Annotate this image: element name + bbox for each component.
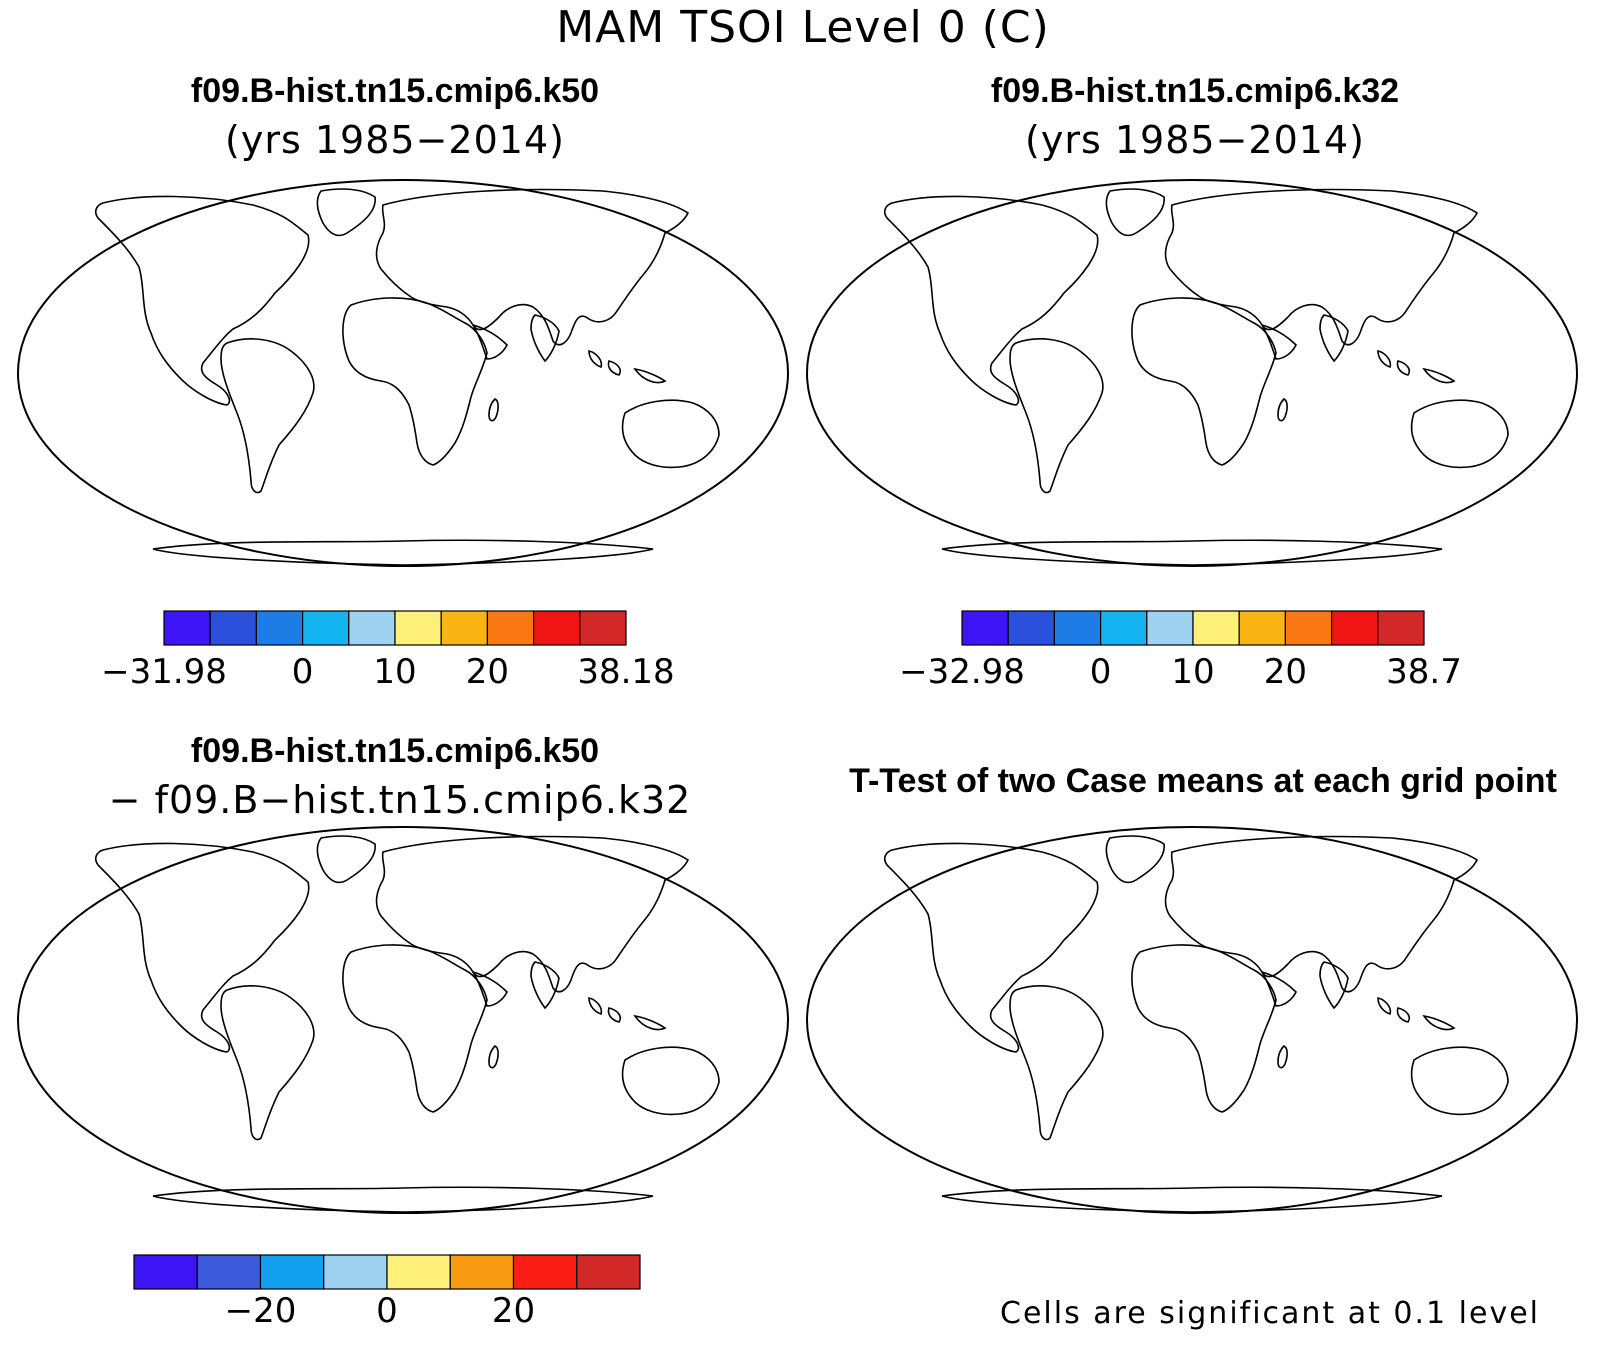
colorbar-swatch-2-1 (196, 1254, 262, 1290)
colorbar-swatch-1-7 (1284, 610, 1333, 646)
map-border-2 (806, 179, 1578, 567)
colorbar-swatch-0-9 (579, 610, 627, 646)
panel-subtitle-difference: − f09.B−hist.tn15.cmip6.k32 (108, 778, 692, 822)
colorbar-swatch-2-4 (386, 1254, 451, 1290)
colorbar-swatch-1-4 (1146, 610, 1194, 646)
colorbar-swatch-2-5 (449, 1254, 515, 1290)
colorbar-swatch-1-2 (1053, 610, 1102, 646)
colorbar-tick-label-0-2: 10 (373, 652, 416, 692)
colorbar-swatch-0-3 (302, 610, 350, 646)
colorbar-swatch-1-3 (1099, 610, 1148, 646)
panel-title-case1: f09.B-hist.tn15.cmip6.k50 (190, 72, 600, 110)
colorbar-swatch-1-8 (1330, 610, 1379, 646)
map-case2 (806, 179, 1578, 567)
panel-subtitle-case2: (yrs 1985−2014) (1025, 118, 1365, 162)
map-ttest (806, 826, 1578, 1214)
colorbar-tick-label-0-0: −31.98 (101, 652, 227, 692)
colorbar-swatch-1-1 (1007, 610, 1056, 646)
panel-title-case2: f09.B-hist.tn15.cmip6.k32 (990, 72, 1400, 110)
colorbar-tick-label-0-1: 0 (292, 652, 314, 692)
colorbar-difference: −20 0 20 (133, 1254, 641, 1331)
map-border-3 (17, 826, 789, 1214)
colorbar-swatch-2-6 (512, 1254, 578, 1290)
colorbar-tick-label-0-3: 20 (466, 652, 509, 692)
significance-note: Cells are significant at 0.1 level (1000, 1296, 1541, 1331)
colorbar-swatch-0-4 (348, 610, 396, 646)
colorbar-swatch-0-5 (394, 610, 442, 646)
map-case1 (17, 179, 789, 567)
colorbar-case2: −32.98 0 10 20 38.7 (899, 610, 1462, 692)
map-frame-3 (18, 827, 788, 1213)
colorbar-case1: −31.98 0 10 20 38.18 (101, 610, 675, 692)
colorbar-tick-label-2-0: −20 (225, 1291, 297, 1331)
panel-title-difference: f09.B-hist.tn15.cmip6.k50 (190, 732, 600, 770)
map-difference (17, 826, 789, 1214)
colorbar-tick-label-1-2: 10 (1171, 652, 1214, 692)
colorbar-swatch-1-5 (1192, 610, 1240, 646)
colorbar-tick-label-2-1: 0 (376, 1291, 398, 1331)
colorbar-tick-label-2-2: 20 (492, 1291, 535, 1331)
colorbar-swatch-1-6 (1238, 610, 1286, 646)
colorbar-tick-label-1-4: 38.7 (1386, 652, 1462, 692)
colorbar-tick-label-1-3: 20 (1264, 652, 1307, 692)
colorbar-tick-label-1-0: −32.98 (899, 652, 1025, 692)
figure-title: MAM TSOI Level 0 (C) (556, 2, 1050, 53)
colorbar-swatch-0-6 (440, 610, 489, 646)
colorbar-swatch-2-0 (133, 1254, 198, 1290)
map-frame-4 (807, 827, 1577, 1213)
colorbar-tick-label-1-1: 0 (1090, 652, 1112, 692)
colorbar-swatch-1-9 (1377, 610, 1425, 646)
colorbar-swatch-2-3 (323, 1254, 388, 1290)
colorbar-swatch-0-0 (163, 610, 211, 646)
colorbar-tick-label-0-4: 38.18 (577, 652, 674, 692)
colorbar-swatch-1-0 (961, 610, 1009, 646)
colorbar-swatch-0-7 (486, 610, 535, 646)
colorbar-swatch-2-7 (576, 1254, 641, 1290)
map-frame-2 (807, 180, 1577, 566)
map-border-4 (806, 826, 1578, 1214)
colorbar-swatch-0-1 (209, 610, 257, 646)
colorbar-swatch-0-8 (532, 610, 581, 646)
colorbar-swatch-0-2 (255, 610, 304, 646)
panel-title-ttest: T-Test of two Case means at each grid po… (849, 762, 1557, 800)
map-border-1 (17, 179, 789, 567)
colorbar-swatch-2-2 (259, 1254, 325, 1290)
map-frame-1 (18, 180, 788, 566)
panel-subtitle-case1: (yrs 1985−2014) (225, 118, 565, 162)
